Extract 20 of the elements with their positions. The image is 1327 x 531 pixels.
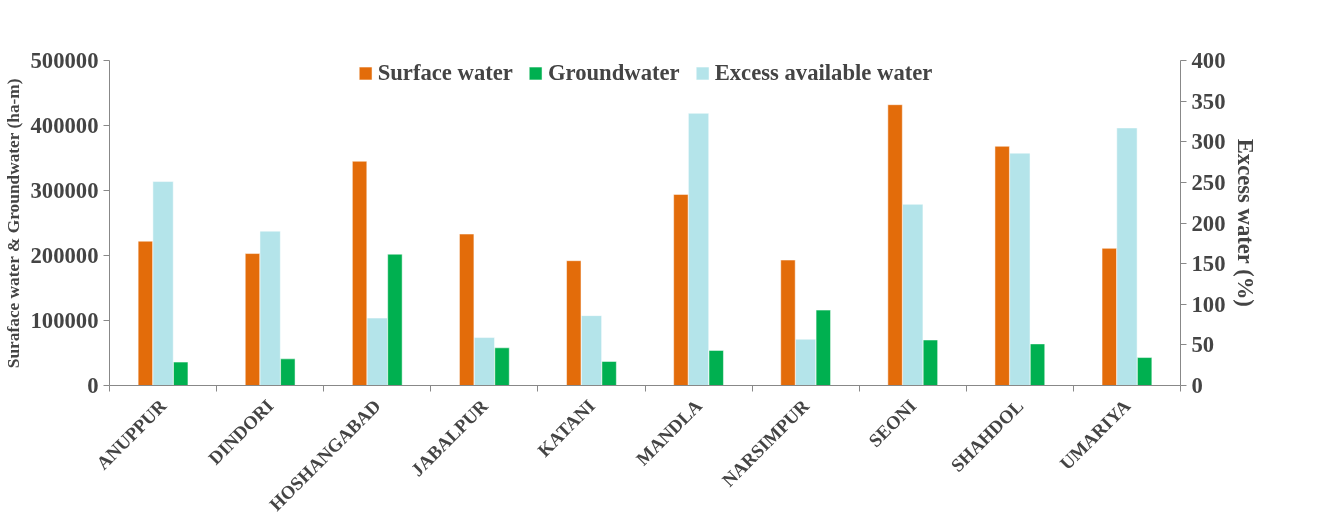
y2-tick-label: 350: [1191, 88, 1226, 114]
y2-tick-label: 0: [1191, 373, 1203, 398]
y2-tick-label: 100: [1191, 291, 1226, 317]
y-tick-label: 0: [87, 373, 99, 398]
y2-tick-label: 50: [1191, 332, 1215, 358]
y-tick-label: 100000: [30, 308, 99, 333]
y2-tick-label: 400: [1191, 48, 1226, 73]
y-tick-label: 400000: [30, 113, 99, 138]
y2-tick-label: 150: [1191, 251, 1226, 277]
y-tick-label: 500000: [30, 48, 99, 73]
legend-label: Excess available water: [714, 60, 933, 86]
legend-label: Groundwater: [547, 60, 680, 86]
y2-tick-label: 300: [1191, 129, 1226, 155]
y2-tick-label: 250: [1191, 169, 1226, 195]
y2-tick-label: 200: [1191, 210, 1226, 236]
y-tick-label: 200000: [30, 243, 99, 268]
y-axis-title: Suraface water & Groundwater (ha-m): [3, 78, 23, 369]
y2-axis-title: Excess water (%): [1233, 138, 1259, 307]
legend-label: Surface water: [377, 60, 513, 86]
y-tick-label: 300000: [30, 178, 99, 203]
